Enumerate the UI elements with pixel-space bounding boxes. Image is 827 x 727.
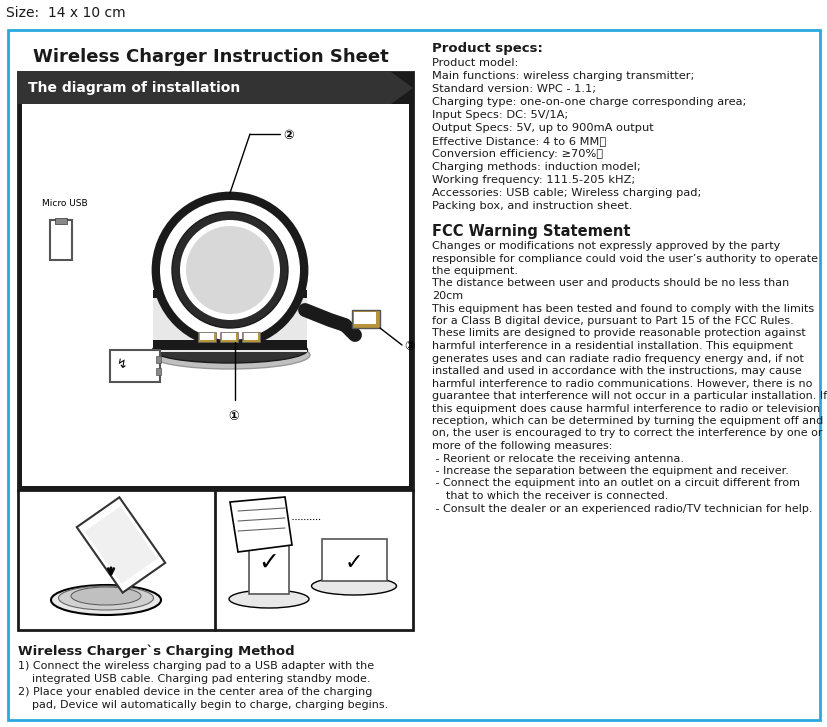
Circle shape (186, 226, 274, 314)
Text: Product specs:: Product specs: (432, 42, 543, 55)
Text: Product model:: Product model: (432, 58, 518, 68)
Text: Conversion efficiency: ≥70%；: Conversion efficiency: ≥70%； (432, 149, 602, 159)
Text: Accessories: USB cable; Wireless charging pad;: Accessories: USB cable; Wireless chargin… (432, 188, 700, 198)
Text: pad, Device wil automatically begin to charge, charging begins.: pad, Device wil automatically begin to c… (18, 700, 388, 710)
Bar (220, 332, 237, 342)
Text: Wireless Charger`s Charging Method: Wireless Charger`s Charging Method (18, 645, 294, 659)
Text: ③: ③ (404, 340, 414, 353)
Bar (18, 490, 413, 630)
Text: 1) Connect the wireless charging pad to a USB adapter with the: 1) Connect the wireless charging pad to … (18, 661, 374, 671)
Text: Effective Distance: 4 to 6 MM；: Effective Distance: 4 to 6 MM； (432, 136, 605, 146)
Text: - Connect the equipment into an outlet on a circuit different from: - Connect the equipment into an outlet o… (432, 478, 799, 489)
Circle shape (153, 193, 307, 347)
Text: ② Charging area: ② Charging area (26, 510, 141, 523)
Bar (50, 220, 72, 260)
Text: Standard version: WPC - 1.1;: Standard version: WPC - 1.1; (432, 84, 595, 94)
Polygon shape (77, 497, 165, 593)
Text: ④ Instruction sheet: ④ Instruction sheet (26, 542, 160, 555)
Text: 2) Place your enabled device in the center area of the charging: 2) Place your enabled device in the cent… (18, 687, 372, 697)
Circle shape (179, 220, 280, 320)
Text: Micro USB: Micro USB (42, 199, 88, 208)
Text: for a Class B digital device, pursuant to Part 15 of the FCC Rules.: for a Class B digital device, pursuant t… (432, 316, 793, 326)
Text: ✓: ✓ (344, 553, 363, 573)
Text: Input Specs: DC: 5V/1A;: Input Specs: DC: 5V/1A; (432, 110, 567, 120)
Text: reception, which can be determined by turning the equipment off and: reception, which can be determined by tu… (432, 416, 822, 426)
Text: guarantee that interference will not occur in a particular installation. If: guarantee that interference will not occ… (432, 391, 826, 401)
Text: ✓: ✓ (258, 551, 280, 575)
Text: more of the following measures:: more of the following measures: (432, 441, 612, 451)
Ellipse shape (71, 587, 141, 605)
Bar (18, 72, 413, 490)
Text: These limits are designed to provide reasonable protection against: These limits are designed to provide rea… (432, 329, 805, 339)
Ellipse shape (311, 577, 396, 595)
Ellipse shape (150, 341, 309, 369)
Ellipse shape (152, 337, 307, 363)
Text: the equipment.: the equipment. (432, 266, 518, 276)
Bar (198, 332, 216, 342)
Circle shape (160, 200, 299, 340)
Bar (153, 340, 307, 350)
Circle shape (172, 212, 288, 328)
Bar (155, 368, 160, 375)
Text: The diagram of installation: The diagram of installation (28, 81, 240, 95)
Text: ①: ① (227, 410, 238, 423)
Bar (110, 350, 160, 382)
Text: that to which the receiver is connected.: that to which the receiver is connected. (432, 491, 667, 501)
Text: ③ USB Cable: ③ USB Cable (26, 526, 112, 539)
Bar (351, 310, 380, 328)
Polygon shape (84, 506, 157, 584)
Text: - Increase the separation between the equipment and receiver.: - Increase the separation between the eq… (432, 466, 788, 476)
Bar (244, 333, 258, 340)
Text: 20cm: 20cm (432, 291, 462, 301)
Ellipse shape (51, 585, 160, 615)
Text: installed and used in accordance with the instructions, may cause: installed and used in accordance with th… (432, 366, 801, 376)
Text: FCC Warning Statement: FCC Warning Statement (432, 224, 629, 239)
Text: Output Specs: 5V, up to 900mA output: Output Specs: 5V, up to 900mA output (432, 123, 653, 133)
Ellipse shape (229, 590, 308, 608)
Bar (241, 332, 260, 342)
Bar (354, 312, 375, 324)
Text: ④: ④ (322, 514, 332, 527)
Text: Size:  14 x 10 cm: Size: 14 x 10 cm (6, 6, 126, 20)
Text: This equipment has been tested and found to comply with the limits: This equipment has been tested and found… (432, 303, 813, 313)
Text: Charging methods: induction model;: Charging methods: induction model; (432, 162, 640, 172)
Bar (249, 526, 289, 594)
Polygon shape (18, 72, 413, 104)
Text: Working frequency: 111.5-205 kHZ;: Working frequency: 111.5-205 kHZ; (432, 175, 634, 185)
Text: generates uses and can radiate radio frequency energy and, if not: generates uses and can radiate radio fre… (432, 353, 803, 364)
Polygon shape (230, 497, 292, 552)
Bar (153, 290, 307, 298)
Text: Changes or modifications not expressly approved by the party: Changes or modifications not expressly a… (432, 241, 779, 251)
Text: this equipment does cause harmful interference to radio or television: this equipment does cause harmful interf… (432, 403, 820, 414)
Text: - Consult the dealer or an experienced radio/TV technician for help.: - Consult the dealer or an experienced r… (432, 504, 811, 513)
Bar (322, 539, 386, 581)
Bar (153, 290, 307, 352)
Bar (22, 104, 409, 486)
Text: ②: ② (283, 129, 294, 142)
Text: responsible for compliance could void the user’s authority to operate: responsible for compliance could void th… (432, 254, 817, 263)
Text: ↯: ↯ (116, 358, 127, 371)
Bar (200, 333, 213, 340)
Bar (222, 333, 236, 340)
Ellipse shape (59, 586, 153, 610)
Text: harmful interference in a residential installation. This equipment: harmful interference in a residential in… (432, 341, 792, 351)
Text: - Reorient or relocate the receiving antenna.: - Reorient or relocate the receiving ant… (432, 454, 683, 464)
Bar (55, 218, 67, 224)
Text: harmful interference to radio communications. However, there is no: harmful interference to radio communicat… (432, 379, 811, 388)
Text: ① USB Port: ① USB Port (26, 494, 103, 507)
Text: The distance between user and products should be no less than: The distance between user and products s… (432, 278, 788, 289)
Bar (155, 356, 160, 363)
Text: Charging type: one-on-one charge corresponding area;: Charging type: one-on-one charge corresp… (432, 97, 745, 107)
Text: Packing box, and instruction sheet.: Packing box, and instruction sheet. (432, 201, 632, 211)
Text: Wireless Charger Instruction Sheet: Wireless Charger Instruction Sheet (33, 48, 389, 66)
Text: Main functions: wireless charging transmitter;: Main functions: wireless charging transm… (432, 71, 694, 81)
Text: integrated USB cable. Charging pad entering standby mode.: integrated USB cable. Charging pad enter… (18, 674, 370, 684)
Text: on, the user is encouraged to try to correct the interference by one or: on, the user is encouraged to try to cor… (432, 428, 821, 438)
